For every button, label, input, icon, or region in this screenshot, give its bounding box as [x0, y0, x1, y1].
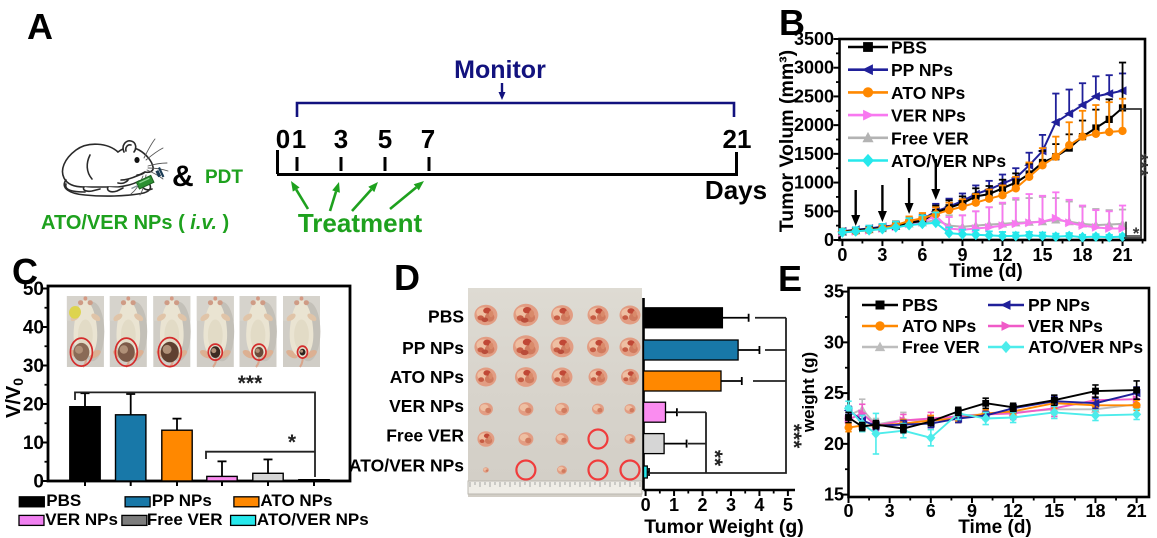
svg-text:A: A	[27, 6, 53, 47]
svg-text:ATO/VER NPs: ATO/VER NPs	[349, 456, 464, 476]
svg-text:Free VER: Free VER	[891, 128, 969, 148]
svg-text:**: **	[703, 450, 726, 467]
svg-text:Free VER: Free VER	[386, 426, 464, 446]
svg-text:20: 20	[824, 434, 844, 454]
svg-text:50: 50	[23, 279, 44, 300]
svg-text:0: 0	[33, 472, 44, 493]
svg-text:25: 25	[824, 383, 844, 403]
svg-text:*: *	[1133, 224, 1140, 243]
svg-text:2: 2	[698, 495, 708, 515]
svg-text:7: 7	[421, 124, 435, 154]
svg-text:3: 3	[726, 495, 736, 515]
svg-text:PP NPs: PP NPs	[402, 338, 464, 358]
svg-text:VER NPs: VER NPs	[1028, 316, 1103, 336]
svg-text:***: ***	[238, 372, 263, 395]
svg-text:weight (g): weight (g)	[799, 352, 818, 433]
svg-text:PP NPs: PP NPs	[891, 60, 953, 80]
svg-text:1: 1	[669, 495, 679, 515]
svg-text:9: 9	[967, 501, 977, 521]
svg-text:15: 15	[1032, 245, 1052, 265]
svg-text:15: 15	[824, 485, 844, 505]
svg-text:3: 3	[334, 124, 348, 154]
svg-text:12: 12	[992, 245, 1012, 265]
svg-text:12: 12	[1003, 501, 1023, 521]
svg-text:18: 18	[1073, 245, 1093, 265]
svg-text:B: B	[779, 2, 805, 43]
svg-text:3000: 3000	[794, 58, 834, 78]
svg-text:ATO NPs: ATO NPs	[390, 367, 464, 387]
svg-text:PBS: PBS	[891, 38, 927, 58]
svg-text:ATO NPs: ATO NPs	[260, 491, 332, 510]
svg-text:3: 3	[877, 245, 887, 265]
svg-text:PBS: PBS	[46, 491, 81, 510]
svg-text:VER NPs: VER NPs	[891, 106, 966, 126]
svg-text:D: D	[394, 257, 420, 298]
svg-text:21: 21	[1113, 245, 1133, 265]
svg-text:15: 15	[1044, 501, 1064, 521]
svg-text:***: ***	[782, 424, 805, 449]
svg-text:VER NPs: VER NPs	[389, 396, 464, 416]
svg-text:9: 9	[957, 245, 967, 265]
svg-text:Time (d): Time (d)	[949, 261, 1023, 282]
svg-text:3: 3	[885, 501, 895, 521]
svg-text:Tumor Weight (g): Tumor Weight (g)	[644, 516, 804, 538]
svg-text:Free VER: Free VER	[902, 337, 980, 357]
svg-text:0: 0	[843, 501, 853, 521]
svg-text:18: 18	[1085, 501, 1105, 521]
svg-text:ATO/VER NPs ( i.v. ): ATO/VER NPs ( i.v. )	[41, 212, 229, 234]
svg-text:PBS: PBS	[902, 295, 938, 315]
svg-text:0: 0	[837, 245, 847, 265]
svg-text:ATO/VER NPs: ATO/VER NPs	[1028, 337, 1143, 357]
svg-text:4: 4	[754, 495, 764, 515]
svg-text:***: ***	[1129, 153, 1151, 177]
svg-text:PBS: PBS	[428, 307, 464, 327]
svg-text:Treatment: Treatment	[298, 208, 423, 238]
svg-text:Days: Days	[705, 175, 767, 205]
svg-text:0: 0	[276, 124, 290, 154]
svg-text:20: 20	[23, 395, 44, 416]
svg-text:2500: 2500	[794, 86, 834, 106]
svg-text:1: 1	[292, 124, 306, 154]
svg-text:*: *	[288, 431, 297, 454]
svg-text:1000: 1000	[794, 173, 834, 193]
svg-text:500: 500	[804, 201, 834, 221]
svg-text:&: &	[172, 160, 194, 193]
svg-text:ATO NPs: ATO NPs	[891, 83, 965, 103]
svg-text:ATO NPs: ATO NPs	[902, 316, 976, 336]
svg-text:5: 5	[783, 495, 793, 515]
svg-text:2000: 2000	[794, 115, 834, 135]
svg-text:Free VER: Free VER	[147, 510, 223, 529]
svg-text:1500: 1500	[794, 144, 834, 164]
svg-text:35: 35	[824, 282, 844, 302]
svg-text:PDT: PDT	[205, 167, 243, 188]
svg-text:PP NPs: PP NPs	[152, 491, 212, 510]
svg-text:C: C	[12, 251, 38, 292]
svg-text:30: 30	[23, 356, 44, 377]
svg-text:6: 6	[917, 245, 927, 265]
svg-text:PP NPs: PP NPs	[1028, 295, 1090, 315]
svg-text:6: 6	[926, 501, 936, 521]
svg-text:21: 21	[723, 124, 752, 154]
svg-text:E: E	[778, 258, 802, 299]
svg-text:21: 21	[1127, 501, 1147, 521]
svg-text:VER NPs: VER NPs	[45, 510, 118, 529]
svg-text:Time (d): Time (d)	[958, 517, 1032, 538]
svg-text:3500: 3500	[794, 29, 834, 49]
svg-text:5: 5	[378, 124, 392, 154]
svg-text:10: 10	[23, 433, 44, 454]
svg-text:Monitor: Monitor	[454, 56, 546, 84]
svg-text:Tumor Volum (mm³): Tumor Volum (mm³)	[776, 50, 798, 232]
svg-text:V/V0: V/V0	[3, 378, 26, 418]
svg-text:ATO/VER NPs: ATO/VER NPs	[891, 151, 1006, 171]
svg-text:0: 0	[641, 495, 651, 515]
svg-text:30: 30	[824, 332, 844, 352]
svg-text:40: 40	[23, 318, 44, 339]
svg-text:ATO/VER NPs: ATO/VER NPs	[257, 510, 369, 529]
svg-text:0: 0	[824, 230, 834, 250]
